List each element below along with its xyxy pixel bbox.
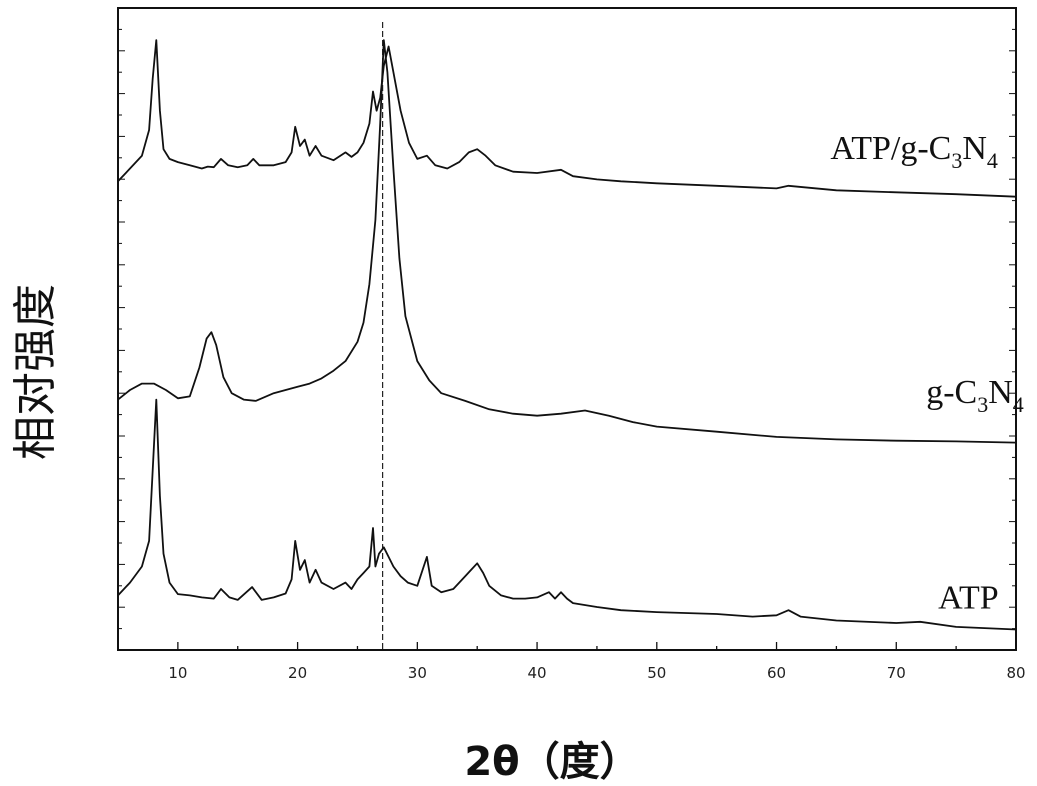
x-tick-label: 60 <box>767 664 786 682</box>
series-line-atp-g-c3n4 <box>117 39 1017 198</box>
series-label-atp-g-c3n4: ATP/g-C3N4 <box>830 130 997 173</box>
x-tick-label: 10 <box>168 664 187 682</box>
x-tick-label: 70 <box>887 664 906 682</box>
x-tick-label: 40 <box>528 664 547 682</box>
x-axis-ticks <box>117 642 1017 650</box>
series-label-atp: ATP <box>938 579 998 616</box>
x-tick-label: 50 <box>647 664 666 682</box>
series-line-atp <box>117 398 1017 631</box>
series-line-g-c3n4 <box>117 39 1017 444</box>
x-axis-title: 2θ（度） <box>464 739 639 785</box>
y-axis-ticks <box>118 28 1016 630</box>
x-tick-label: 20 <box>288 664 307 682</box>
x-axis-tick-labels: 10 20 30 40 50 60 70 80 <box>168 664 1025 682</box>
series-labels: ATP/g-C3N4 g-C3N4 ATP <box>830 130 1023 616</box>
x-tick-label: 80 <box>1006 664 1025 682</box>
x-tick-label: 30 <box>408 664 427 682</box>
series-label-g-c3n4: g-C3N4 <box>926 374 1024 417</box>
plot-frame <box>117 7 1017 651</box>
y-axis-title: 相对强度 <box>10 284 61 460</box>
series-lines <box>117 39 1017 631</box>
